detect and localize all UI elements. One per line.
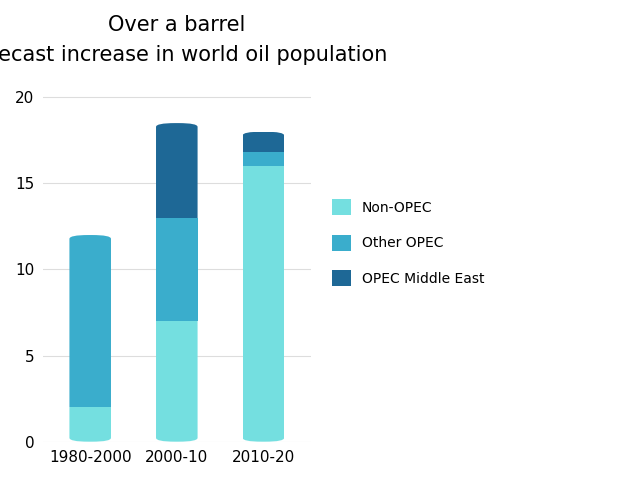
- FancyBboxPatch shape: [156, 317, 198, 442]
- FancyBboxPatch shape: [69, 235, 111, 411]
- FancyBboxPatch shape: [243, 132, 284, 156]
- Bar: [243, 152, 284, 166]
- FancyBboxPatch shape: [156, 123, 198, 222]
- FancyBboxPatch shape: [69, 403, 111, 442]
- Bar: [156, 218, 198, 321]
- Title: Over a barrel
Forecast increase in world oil population: Over a barrel Forecast increase in world…: [0, 15, 387, 65]
- FancyBboxPatch shape: [243, 162, 284, 442]
- Legend: Non-OPEC, Other OPEC, OPEC Middle East: Non-OPEC, Other OPEC, OPEC Middle East: [326, 194, 490, 292]
